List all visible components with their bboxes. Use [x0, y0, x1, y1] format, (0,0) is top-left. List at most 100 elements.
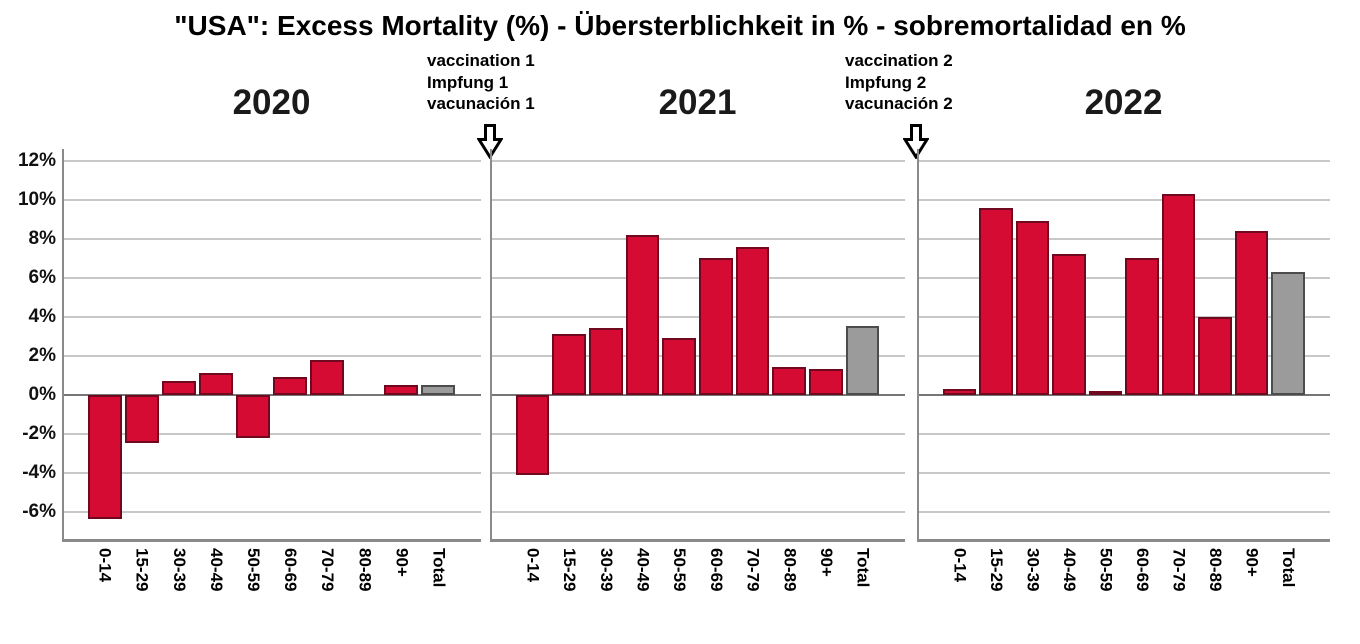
gridline [62, 315, 481, 318]
bar-2021-Total [845, 326, 880, 395]
bar-2021-40-49 [625, 234, 660, 395]
gridline [490, 354, 905, 357]
down-arrow-icon [477, 124, 503, 159]
x-tick-label: 90+ [392, 548, 412, 577]
x-tick-label: 0-14 [523, 548, 543, 583]
gridline [62, 276, 481, 279]
gridline [917, 159, 1330, 162]
annotation-line: Impfung 2 [845, 72, 927, 92]
gridline [917, 432, 1330, 435]
x-axis-spine [917, 539, 1330, 542]
annotation-line: Impfung 1 [427, 72, 509, 92]
x-tick-label: 0-14 [95, 548, 115, 583]
x-tick-label: 40-49 [1059, 548, 1079, 592]
x-tick-label: 50-59 [1096, 548, 1116, 592]
bar-2020-Total [421, 384, 456, 395]
annotation-line: vaccination 1 [427, 51, 535, 70]
x-tick-label: 30-39 [596, 548, 616, 592]
gridline [490, 159, 905, 162]
y-tick-label: 8% [28, 227, 56, 249]
x-tick-label: 80-89 [1205, 548, 1225, 592]
annotation-line: vacunación 2 [845, 94, 953, 113]
bar-2021-70-79 [735, 246, 770, 395]
gridline [917, 198, 1330, 201]
x-tick-label: 0-14 [950, 548, 970, 583]
x-tick-label: 60-69 [1132, 548, 1152, 592]
vaccination-1-annotation: vaccination 1 Impfung 1 vacunación 1 [427, 50, 535, 115]
zero-line [917, 393, 1330, 396]
x-tick-label: 15-29 [132, 548, 152, 592]
down-arrow-icon [903, 124, 929, 159]
y-tick-label: 6% [28, 266, 56, 288]
gridline [490, 471, 905, 474]
x-tick-label: 90+ [1242, 548, 1262, 577]
x-tick-label: 40-49 [633, 548, 653, 592]
x-tick-label: 80-89 [780, 548, 800, 592]
gridline [62, 432, 481, 435]
y-axis-spine [917, 149, 919, 542]
bar-2020-0-14 [87, 394, 122, 520]
bar-2022-Total [1271, 271, 1305, 395]
bar-2022-15-29 [979, 207, 1013, 395]
x-tick-label: 90+ [816, 548, 836, 577]
bar-2021-0-14 [515, 394, 550, 475]
gridline [917, 471, 1330, 474]
y-axis-spine [62, 149, 64, 542]
bar-2021-90+ [809, 369, 843, 395]
y-tick-label: -4% [22, 461, 56, 483]
y-tick-label: 2% [28, 344, 56, 366]
y-tick-label: 4% [28, 305, 56, 327]
bar-2020-90+ [384, 384, 419, 395]
bar-2022-80-89 [1198, 316, 1232, 395]
gridline [490, 198, 905, 201]
x-tick-label: 50-59 [243, 548, 263, 592]
x-tick-label: 70-79 [1169, 548, 1189, 592]
bar-2021-80-89 [772, 367, 807, 395]
year-label-2021: 2021 [658, 83, 737, 122]
gridline [490, 315, 905, 318]
x-tick-label: Total [853, 548, 873, 588]
gridline [62, 198, 481, 201]
x-tick-label: 70-79 [743, 548, 763, 592]
gridline [62, 354, 481, 357]
x-tick-label: 15-29 [986, 548, 1006, 592]
zero-line [490, 393, 905, 396]
y-tick-label: -6% [22, 500, 56, 522]
bar-2022-50-59 [1088, 390, 1122, 395]
x-tick-label: 50-59 [670, 548, 690, 592]
gridline [490, 237, 905, 240]
year-label-2020: 2020 [232, 83, 311, 122]
bar-2020-70-79 [310, 359, 345, 395]
y-tick-label: 12% [17, 149, 56, 171]
x-tick-label: 80-89 [355, 548, 375, 592]
bar-2022-70-79 [1161, 193, 1195, 395]
x-tick-label: 70-79 [318, 548, 338, 592]
gridline [917, 510, 1330, 513]
bar-2020-50-59 [235, 394, 270, 438]
gridline [917, 237, 1330, 240]
bar-2020-60-69 [273, 377, 308, 395]
bar-2022-90+ [1234, 230, 1268, 395]
x-tick-label: Total [1278, 548, 1298, 588]
vaccination-2-annotation: vaccination 2 Impfung 2 vacunación 2 [845, 50, 953, 115]
y-tick-label: 10% [17, 188, 56, 210]
chart-title: "USA": Excess Mortality (%) - Übersterbl… [174, 10, 1186, 41]
year-label-2022: 2022 [1084, 83, 1163, 122]
x-tick-label: 40-49 [206, 548, 226, 592]
y-tick-label: -2% [22, 422, 56, 444]
x-axis-spine [62, 539, 481, 542]
gridline [917, 354, 1330, 357]
bar-2020-30-39 [161, 381, 196, 395]
bar-2021-60-69 [699, 258, 733, 395]
gridline [62, 471, 481, 474]
gridline [917, 276, 1330, 279]
bar-2021-15-29 [552, 334, 586, 395]
x-tick-label: 15-29 [560, 548, 580, 592]
annotation-line: vacunación 1 [427, 94, 535, 113]
bar-2020-15-29 [124, 394, 159, 444]
x-tick-label: 60-69 [706, 548, 726, 592]
gridline [62, 159, 481, 162]
x-tick-label: 30-39 [169, 548, 189, 592]
gridline [490, 276, 905, 279]
